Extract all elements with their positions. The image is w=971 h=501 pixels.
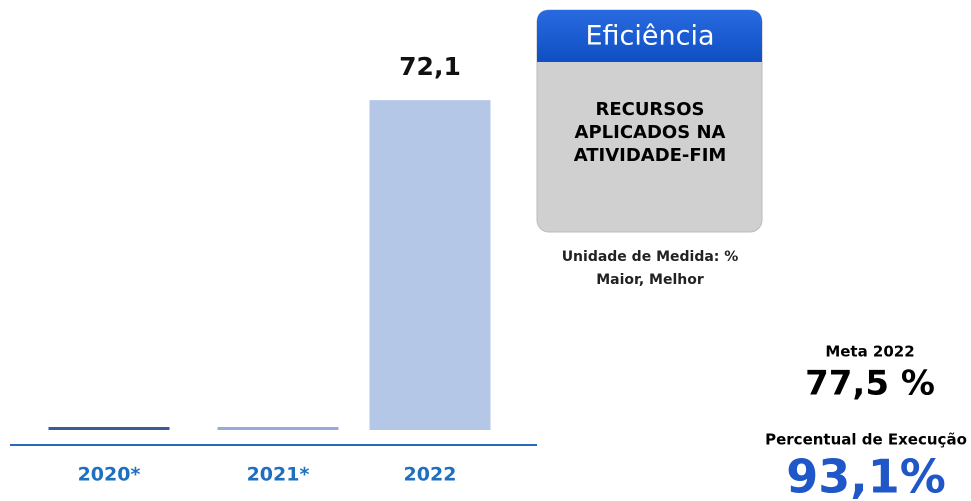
value-label: 72,1	[399, 52, 461, 81]
box-title: Eficiência	[585, 21, 714, 52]
indicator-line: ATIVIDADE-FIM	[574, 145, 727, 166]
target-label: Meta 2022	[825, 343, 914, 361]
bar	[48, 427, 170, 430]
target-value: 77,5 %	[805, 364, 935, 404]
x-tick-label: 2022	[404, 464, 457, 486]
execution-label: Percentual de Execução	[765, 431, 967, 449]
direction: Maior, Melhor	[596, 272, 704, 288]
bar	[369, 100, 491, 430]
unit: Unidade de Medida: %	[562, 249, 739, 265]
bar	[217, 427, 339, 430]
indicator-line: APLICADOS NA	[575, 122, 726, 143]
indicator-line: RECURSOS	[595, 99, 704, 120]
x-tick-label: 2021*	[247, 464, 310, 486]
execution-value: 93,1%	[786, 450, 946, 501]
x-tick-label: 2020*	[78, 464, 141, 486]
indicator-box: Eficiência RECURSOS APLICADOS NA ATIVIDA…	[536, 9, 763, 233]
box-header	[537, 10, 762, 62]
